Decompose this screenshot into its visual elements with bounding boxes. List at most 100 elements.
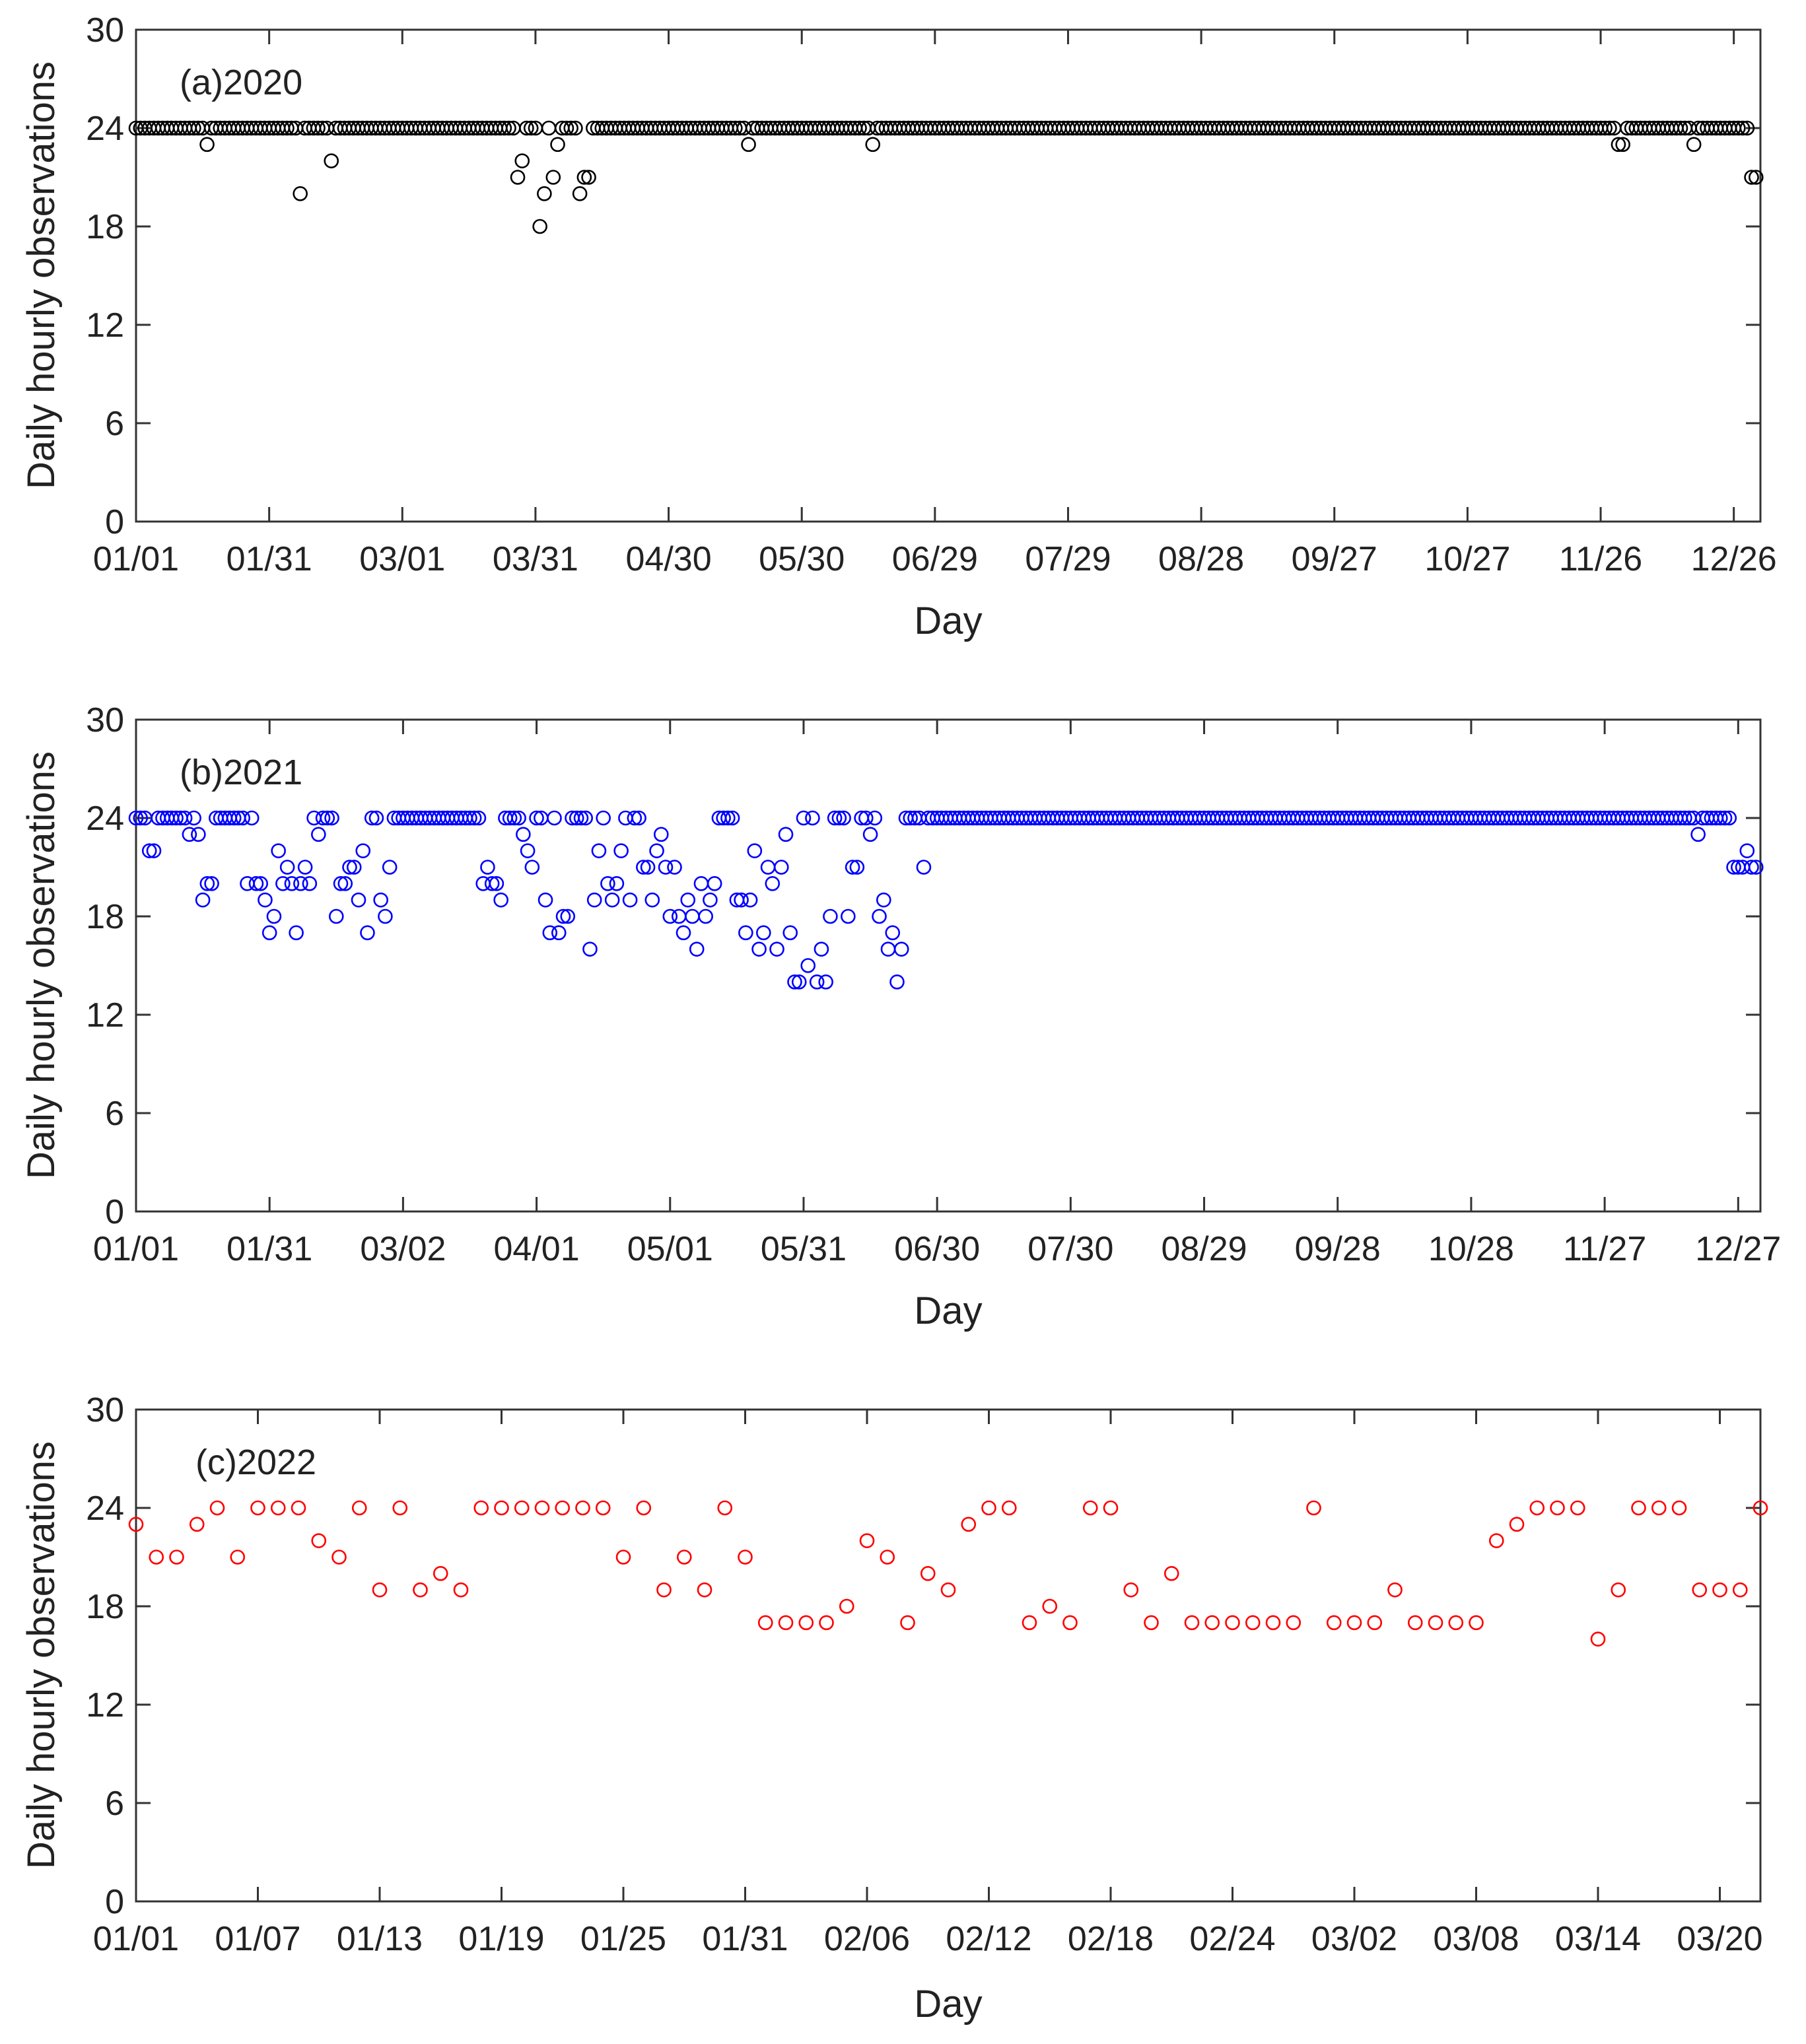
data-point <box>186 120 201 136</box>
y-tick-label: 6 <box>105 1095 124 1133</box>
data-point <box>360 925 375 941</box>
x-axis-label: Day <box>914 1983 982 2026</box>
data-point <box>324 810 339 826</box>
tick-marks <box>135 718 1760 1213</box>
data-point <box>555 1500 571 1516</box>
plot-frame <box>135 1408 1762 1903</box>
x-tick-label: 06/30 <box>894 1230 980 1268</box>
data-point <box>581 170 596 185</box>
data-point <box>773 860 789 875</box>
data-point <box>889 974 905 990</box>
data-point <box>480 860 495 875</box>
data-point <box>865 137 881 153</box>
data-point <box>636 860 651 875</box>
data-point <box>293 186 308 201</box>
x-tick-label: 03/14 <box>1555 1920 1641 1958</box>
data-point <box>839 1598 854 1614</box>
data-point <box>805 810 820 826</box>
data-point <box>961 1516 977 1532</box>
y-axis-label: Daily hourly observations <box>20 751 63 1179</box>
x-tick-label: 07/29 <box>1025 540 1111 578</box>
data-point <box>680 892 696 908</box>
x-tick-label: 02/12 <box>946 1920 1031 1958</box>
data-point <box>615 1550 631 1565</box>
data-point <box>756 925 771 941</box>
data-point <box>253 876 269 891</box>
data-point <box>1712 1582 1727 1598</box>
data-point <box>782 925 798 941</box>
data-point <box>182 827 197 842</box>
data-point <box>741 137 756 153</box>
data-point <box>576 170 592 185</box>
data-point <box>662 908 678 924</box>
data-point <box>342 860 357 875</box>
data-point <box>872 908 887 924</box>
tick-marks <box>135 28 1760 523</box>
data-point <box>572 186 588 201</box>
data-point <box>538 892 553 908</box>
x-tick-label: 04/30 <box>625 540 711 578</box>
y-tick-label: 18 <box>86 898 124 936</box>
data-point <box>351 892 366 908</box>
data-point <box>1631 1500 1646 1516</box>
data-point <box>532 219 547 234</box>
data-point <box>903 810 919 826</box>
y-tick-label: 0 <box>105 1883 124 1921</box>
data-point <box>1673 120 1688 136</box>
data-point <box>738 1550 753 1565</box>
data-point <box>537 186 552 201</box>
data-point <box>893 941 909 957</box>
data-point <box>1602 120 1617 136</box>
data-point <box>568 120 583 136</box>
x-tick-label: 02/06 <box>824 1920 910 1958</box>
data-point <box>859 1533 875 1548</box>
data-point <box>413 1582 428 1598</box>
data-point <box>600 876 615 891</box>
data-point <box>1739 843 1755 858</box>
data-point <box>649 843 664 858</box>
data-point <box>331 1550 347 1565</box>
data-point <box>372 1582 388 1598</box>
data-point <box>510 170 526 185</box>
data-point <box>523 120 539 136</box>
x-tick-label: 01/13 <box>337 1920 423 1958</box>
data-point <box>819 1615 834 1631</box>
data-point <box>1726 860 1741 875</box>
x-tick-label: 04/01 <box>494 1230 580 1268</box>
data-point <box>796 810 812 826</box>
data-point <box>667 860 682 875</box>
data-point <box>275 876 291 891</box>
data-point <box>550 137 565 153</box>
data-point <box>248 876 264 891</box>
y-tick-label: 6 <box>105 1785 124 1823</box>
data-point <box>1744 170 1759 185</box>
data-point <box>261 925 277 941</box>
data-point <box>1448 1615 1464 1631</box>
y-tick-label: 12 <box>86 996 124 1035</box>
data-point <box>186 810 201 826</box>
data-point <box>489 876 504 891</box>
data-point <box>368 810 384 826</box>
data-point <box>382 860 398 875</box>
data-point <box>814 941 829 957</box>
y-tick-label: 12 <box>86 1686 124 1724</box>
data-point <box>880 1550 895 1565</box>
data-point <box>266 908 282 924</box>
data-point <box>827 810 843 826</box>
data-point <box>563 120 578 136</box>
data-point <box>195 892 211 908</box>
data-point <box>250 1500 265 1516</box>
data-point <box>1123 1582 1139 1598</box>
data-point <box>1713 810 1728 826</box>
data-point <box>734 892 749 908</box>
data-point <box>703 892 718 908</box>
data-point <box>559 120 574 136</box>
x-tick-label: 01/07 <box>215 1920 300 1958</box>
data-point <box>534 1500 550 1516</box>
data-point <box>1286 1615 1302 1631</box>
data-point <box>128 810 144 826</box>
data-point <box>1163 1566 1179 1581</box>
x-tick-labels: 01/01 01/31 03/01 03/31 04/30 05/30 06/29 07/29… <box>93 540 1777 578</box>
data-point <box>293 876 308 891</box>
